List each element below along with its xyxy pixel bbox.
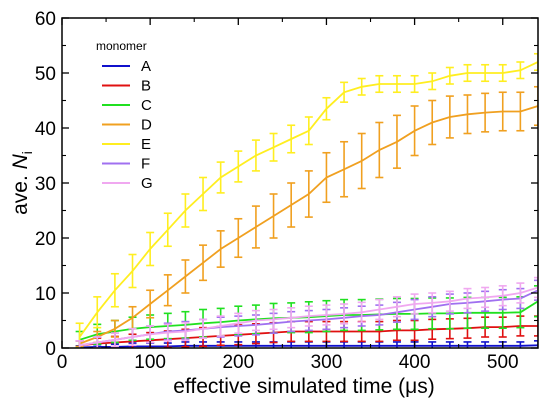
legend-title: monomer [96, 39, 147, 53]
legend-item-G: G [102, 175, 153, 192]
legend-label: E [141, 136, 151, 153]
legend-label: F [141, 156, 150, 173]
y-tick-label: 20 [35, 229, 56, 250]
y-tick-label: 30 [35, 174, 56, 195]
legend-label: G [141, 175, 153, 192]
error-bar [534, 276, 538, 299]
x-tick-label: 100 [134, 352, 166, 373]
legend-item-A: A [102, 58, 151, 75]
series-D [75, 85, 538, 348]
legend-label: B [141, 78, 151, 95]
error-bar [534, 340, 538, 348]
legend-label: C [141, 97, 152, 114]
y-tick-label: 0 [45, 339, 56, 360]
x-tick-label: 400 [399, 352, 431, 373]
legend-label: D [141, 117, 152, 134]
series-line [79, 344, 538, 348]
error-bar [534, 85, 538, 127]
error-bar [534, 52, 538, 72]
y-axis-title-subscript: i [19, 151, 35, 154]
series-G [75, 276, 538, 348]
y-tick-label: 10 [35, 284, 56, 305]
x-axis-title: effective simulated time (μs) [173, 375, 434, 398]
legend-item-B: B [102, 78, 151, 95]
y-axis-title-prefix: ave. [9, 169, 32, 215]
legend-item-D: D [102, 117, 152, 134]
legend-label: A [141, 58, 151, 75]
axis-ticks: 0 100 200 300 400 500 0 10 20 30 40 50 60 [35, 9, 538, 373]
x-tick-label: 300 [311, 352, 343, 373]
x-tick-label: 0 [57, 352, 68, 373]
series-line [79, 105, 538, 345]
series-line [79, 286, 538, 347]
legend-item-F: F [102, 156, 150, 173]
plot-area [75, 52, 538, 348]
legend-item-E: E [102, 136, 151, 153]
y-tick-label: 40 [35, 119, 56, 140]
y-axis-title: ave. Ni [9, 151, 35, 215]
series-E [75, 52, 538, 348]
error-bar [534, 279, 538, 301]
legend-item-C: C [102, 97, 152, 114]
x-tick-label: 500 [487, 352, 519, 373]
error-bar [534, 285, 538, 318]
y-tick-label: 60 [35, 9, 56, 30]
x-tick-label: 200 [222, 352, 254, 373]
y-axis-title-symbol: N [9, 153, 32, 169]
y-tick-label: 50 [35, 64, 56, 85]
series-line [78, 61, 538, 338]
